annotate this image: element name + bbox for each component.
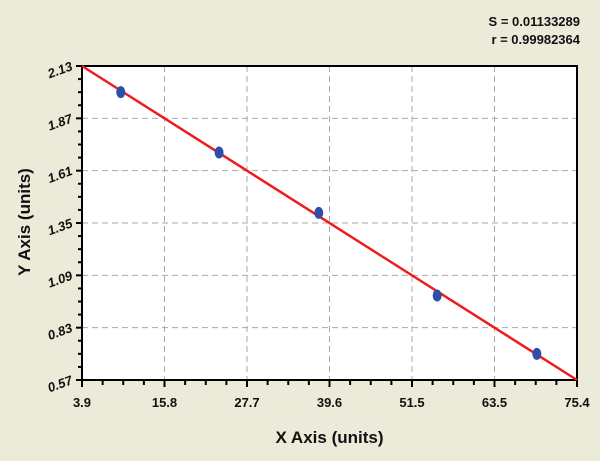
y-tick-label: 2.13: [45, 58, 76, 81]
y-tick-label: 1.87: [45, 111, 75, 134]
x-tick-label: 3.9: [73, 395, 91, 410]
s-annotation: S = 0.01133289: [488, 14, 580, 29]
x-axis-label: X Axis (units): [275, 428, 384, 447]
fit-line: [81, 64, 578, 382]
x-tick-label: 27.7: [234, 395, 259, 410]
y-axis-label: Y Axis (units): [15, 168, 34, 276]
y-tick-label: 1.61: [45, 163, 74, 186]
data-point: [314, 206, 324, 219]
x-tick-label: 75.4: [564, 395, 590, 410]
data-point: [214, 146, 224, 159]
x-tick-label: 51.5: [399, 395, 424, 410]
data-point: [532, 347, 542, 360]
data-point: [432, 289, 442, 302]
y-tick-label: 0.57: [45, 372, 75, 395]
y-tick-label: 1.09: [45, 268, 75, 291]
y-tick-label: 0.83: [45, 320, 75, 343]
r-annotation: r = 0.99982364: [491, 32, 580, 47]
plot-border: [81, 65, 578, 381]
data-point: [116, 86, 126, 99]
x-tick-label: 15.8: [152, 395, 177, 410]
y-tick-label: 1.35: [45, 215, 75, 238]
x-tick-label: 63.5: [482, 395, 507, 410]
x-tick-label: 39.6: [317, 395, 342, 410]
